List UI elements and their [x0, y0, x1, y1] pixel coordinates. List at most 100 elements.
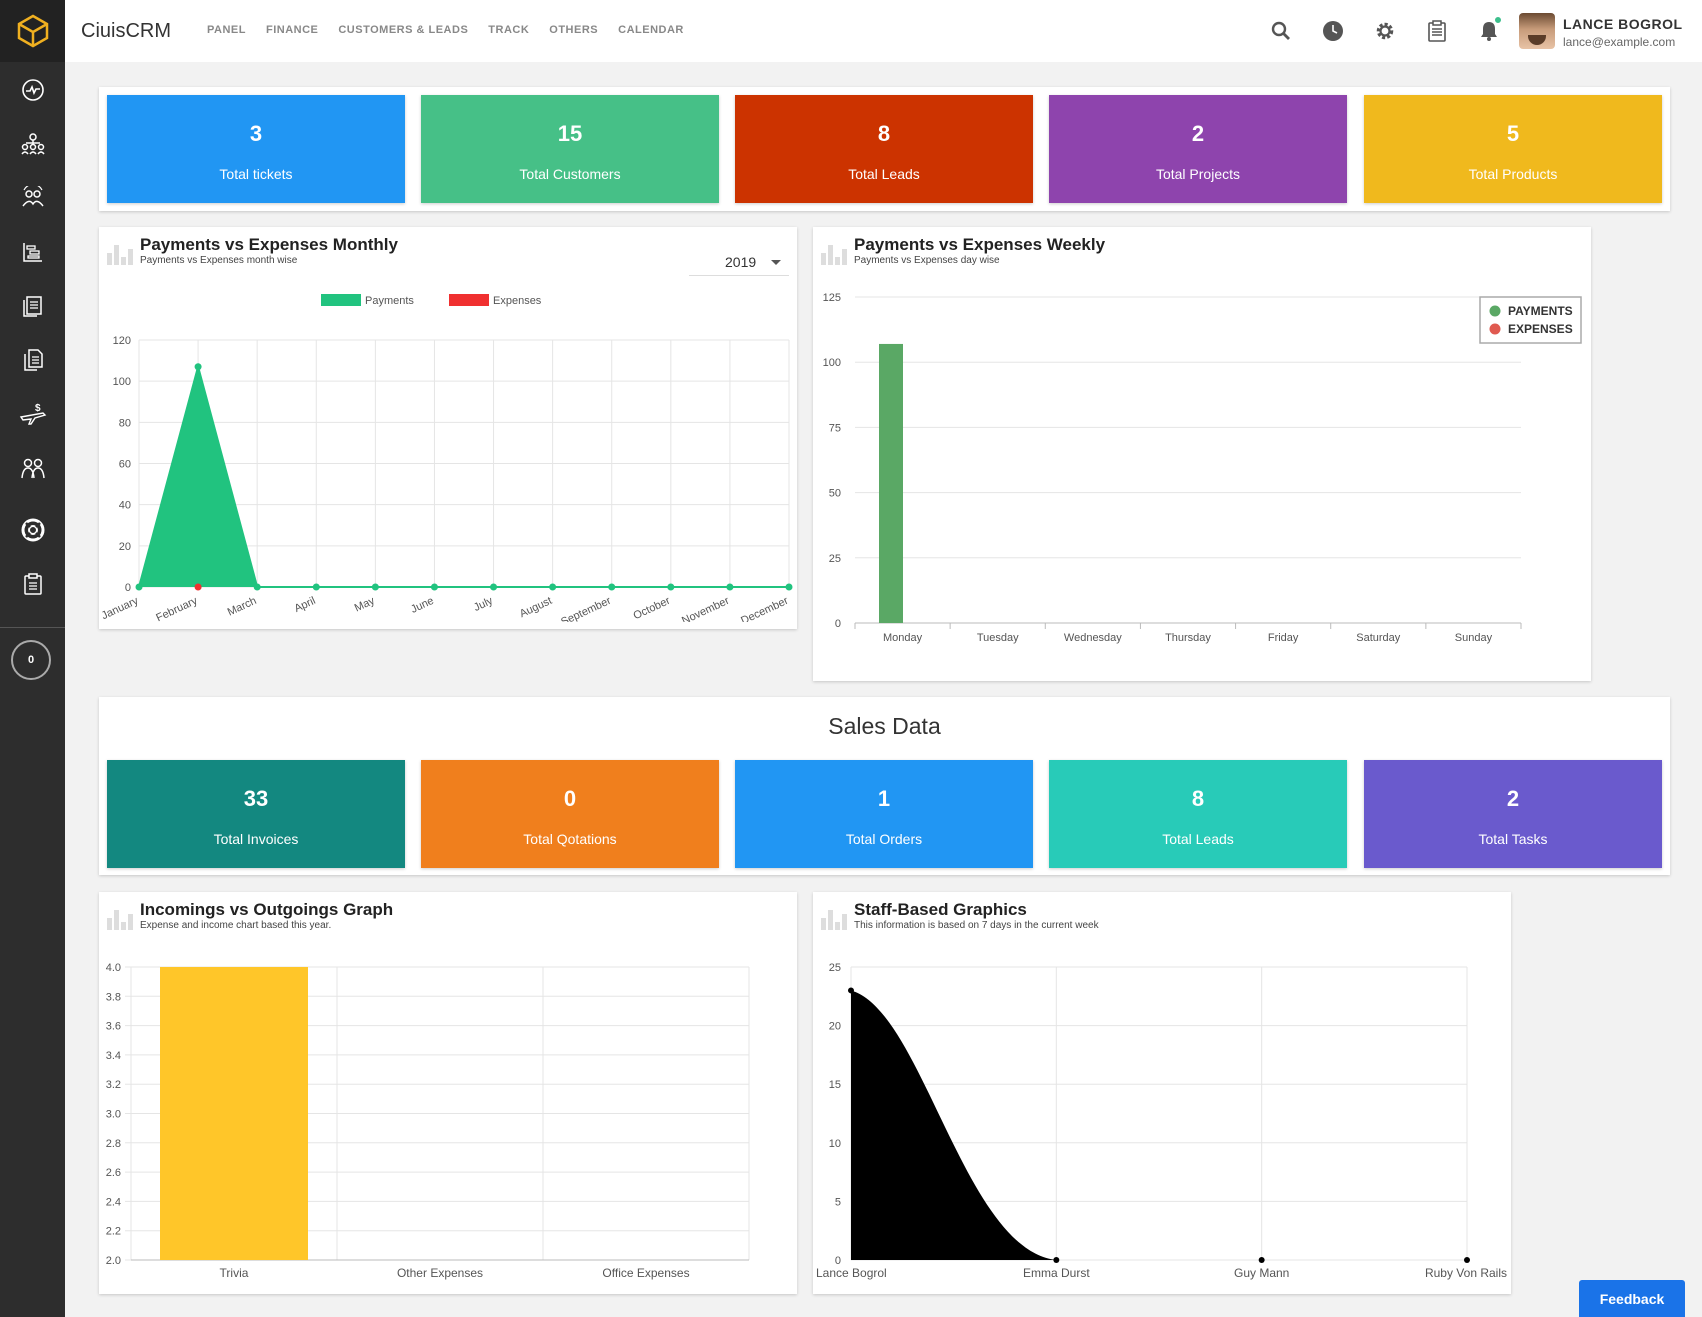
chart-header: Incomings vs Outgoings Graph Expense and… [99, 892, 797, 942]
copy-document-icon [23, 349, 43, 371]
stat-total-customers[interactable]: 15 Total Customers [421, 95, 719, 203]
data-point [1053, 1257, 1060, 1263]
year-value: 2019 [725, 254, 757, 270]
payments-point [253, 583, 261, 591]
stat-label: Total Leads [848, 166, 920, 182]
bar-chart-icon [821, 245, 847, 265]
stat-total-products[interactable]: 5 Total Products [1364, 95, 1662, 203]
sidebar-item-expenses[interactable]: $ [0, 394, 65, 434]
todo-button[interactable] [1424, 18, 1450, 44]
stat-value: 15 [557, 121, 583, 146]
user-name[interactable]: LANCE BOGROL [1563, 16, 1683, 32]
x-tick-label: February [154, 595, 199, 622]
avatar[interactable] [1519, 13, 1555, 49]
x-tick-label: April [293, 595, 318, 615]
svg-text:$: $ [35, 403, 41, 414]
search-icon [1271, 21, 1290, 40]
documents-icon [22, 296, 42, 317]
chart-title: Staff-Based Graphics [854, 900, 1027, 919]
sidebar-divider [0, 627, 65, 628]
stat-value: 5 [1506, 121, 1520, 146]
sidebar-item-support[interactable] [0, 510, 65, 550]
topnav-finance[interactable]: FINANCE [265, 24, 319, 36]
sidebar-item-invoices[interactable] [0, 286, 65, 326]
feedback-button[interactable]: Feedback [1579, 1280, 1685, 1317]
lifebuoy-icon [21, 518, 44, 542]
y-tick-label: 100 [113, 376, 131, 388]
staff-area [851, 990, 1467, 1260]
legend-label: Payments [365, 295, 414, 307]
bar-chart-icon [107, 245, 133, 265]
chart-title: Incomings vs Outgoings Graph [140, 900, 394, 919]
legend-label: EXPENSES [1508, 322, 1573, 336]
y-tick-label: 3.8 [106, 991, 121, 1003]
sidebar-item-dashboard[interactable] [0, 70, 65, 110]
x-tick-label: August [518, 595, 554, 620]
y-tick-label: 0 [125, 582, 131, 594]
logo[interactable] [0, 0, 65, 62]
sidebar-item-projects[interactable] [0, 232, 65, 272]
x-tick-label: Emma Durst [1023, 1266, 1090, 1280]
x-tick-label: Friday [1268, 632, 1299, 644]
brand-name[interactable]: CiuisCRM [81, 20, 171, 42]
stat-total-projects[interactable]: 2 Total Projects [1049, 95, 1347, 203]
bell-icon [1481, 22, 1497, 41]
stat-label: Total Tasks [1478, 831, 1548, 847]
chart-header: Staff-Based Graphics This information is… [813, 892, 1511, 942]
sales-data-panel: Sales Data 33 Total Invoices 0 Total Qot… [99, 697, 1670, 875]
y-tick-label: 120 [113, 335, 131, 347]
stat-total-invoices[interactable]: 33 Total Invoices [107, 760, 405, 868]
x-tick-label: Trivia [220, 1266, 249, 1280]
stat-total-orders[interactable]: 1 Total Orders [735, 760, 1033, 868]
stat-total-tickets[interactable]: 3 Total tickets [107, 95, 405, 203]
settings-button[interactable] [1372, 18, 1398, 44]
chart-title: Payments vs Expenses Weekly [854, 235, 1106, 254]
stats-panel: 3 Total tickets 15 Total Customers 8 Tot… [99, 87, 1670, 211]
stat-total-tasks[interactable]: 2 Total Tasks [1364, 760, 1662, 868]
y-tick-label: 0 [835, 618, 841, 630]
staff-chart-card: Staff-Based Graphics This information is… [813, 892, 1511, 1294]
stat-label: Total Projects [1155, 166, 1241, 182]
stat-total-quotations[interactable]: 0 Total Qotations [421, 760, 719, 868]
sidebar-counter[interactable]: 0 [11, 640, 51, 680]
x-tick-label: Tuesday [977, 632, 1019, 644]
x-tick-label: Other Expenses [397, 1266, 483, 1280]
search-button[interactable] [1268, 18, 1294, 44]
y-tick-label: 60 [119, 459, 131, 471]
y-tick-label: 20 [829, 1021, 841, 1033]
notifications-button[interactable] [1476, 16, 1502, 44]
sidebar-item-leads[interactable] [0, 178, 65, 218]
legend-label: Expenses [493, 295, 542, 307]
x-tick-label: Sunday [1455, 632, 1493, 644]
cube-logo-icon [17, 14, 48, 48]
y-tick-label: 2.8 [106, 1138, 121, 1150]
bar [160, 967, 308, 1260]
topnav-others[interactable]: OTHERS [549, 24, 599, 36]
x-tick-label: Thursday [1165, 632, 1211, 644]
topnav-customers-leads[interactable]: CUSTOMERS & LEADS [338, 24, 469, 36]
sidebar-item-customers[interactable] [0, 124, 65, 164]
legend-swatch [449, 294, 489, 306]
y-tick-label: 20 [119, 541, 131, 553]
payments-point [785, 583, 793, 591]
stat-total-leads[interactable]: 8 Total Leads [735, 95, 1033, 203]
legend-box [1479, 296, 1582, 344]
org-chart-icon [20, 133, 45, 155]
topnav-panel[interactable]: PANEL [207, 24, 246, 36]
topnav-track[interactable]: TRACK [488, 24, 530, 36]
x-tick-label: July [472, 595, 495, 614]
sidebar-item-staff[interactable] [0, 448, 65, 488]
legend-swatch [321, 294, 361, 306]
stat-total-leads-sales[interactable]: 8 Total Leads [1049, 760, 1347, 868]
topnav-calendar[interactable]: CALENDAR [618, 24, 684, 36]
y-tick-label: 100 [823, 357, 841, 369]
year-select[interactable]: 2019 [689, 252, 789, 276]
sidebar-item-tasks[interactable] [0, 564, 65, 604]
clock-icon [1323, 21, 1343, 41]
x-tick-label: Lance Bogrol [816, 1266, 887, 1280]
timer-button[interactable] [1320, 18, 1346, 44]
sidebar-item-proposals[interactable] [0, 340, 65, 380]
x-tick-label: January [100, 595, 141, 622]
pulse-icon [21, 79, 44, 101]
y-tick-label: 2.2 [106, 1226, 121, 1238]
